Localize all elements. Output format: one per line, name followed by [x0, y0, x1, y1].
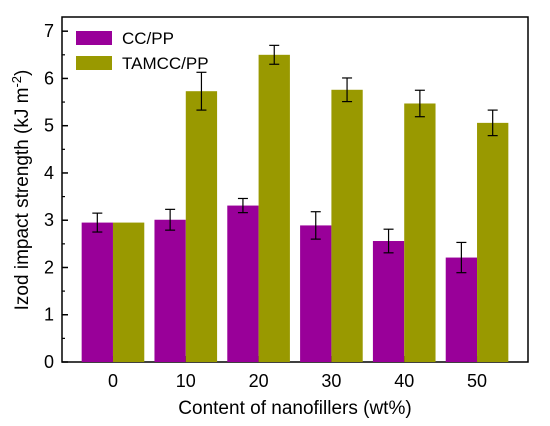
bar-tamcc-pp-30 — [331, 89, 363, 362]
y-tick-label: 4 — [44, 163, 54, 183]
legend-swatch-tamcc-pp — [76, 56, 112, 70]
bar-tamcc-pp-0 — [112, 222, 145, 362]
error-bars — [92, 44, 498, 274]
x-axis-title: Content of nanofillers (wt%) — [178, 398, 411, 419]
legend-label-cc-pp: CC/PP — [122, 29, 174, 48]
legend-label-tamcc-pp: TAMCC/PP — [122, 54, 209, 73]
y-tick-label: 1 — [44, 305, 54, 325]
bar-cc-pp-20 — [227, 205, 259, 362]
y-tick-label: 5 — [44, 116, 54, 136]
x-tick-label: 30 — [321, 371, 341, 391]
legend-swatch-cc-pp — [76, 31, 112, 45]
bar-tamcc-pp-10 — [185, 91, 218, 362]
y-tick-label: 0 — [44, 352, 54, 372]
x-tick-label: 0 — [108, 371, 118, 391]
legend: CC/PP TAMCC/PP — [76, 29, 209, 73]
bar-cc-pp-30 — [300, 225, 332, 362]
y-axis-title-main: Izod impact strength (kJ m — [12, 88, 33, 311]
bar-cc-pp-10 — [154, 219, 186, 362]
bars — [81, 54, 509, 363]
x-tick-label: 10 — [176, 371, 196, 391]
x-tick-label: 50 — [467, 371, 487, 391]
plot-frame — [61, 16, 529, 363]
bar-tamcc-pp-40 — [404, 103, 436, 362]
x-tick-label: 40 — [394, 371, 414, 391]
bar-cc-pp-0 — [81, 222, 113, 362]
y-axis-title-superscript: -2 — [9, 76, 24, 88]
bar-cc-pp-40 — [372, 241, 405, 362]
y-tick-label: 2 — [44, 257, 54, 277]
y-axis-title-close: ) — [12, 70, 33, 76]
bar-tamcc-pp-20 — [258, 54, 290, 362]
y-axis-title: Izod impact strength (kJ m-2) — [9, 70, 33, 311]
y-tick-label: 3 — [44, 210, 54, 230]
bar-cc-pp-50 — [445, 257, 478, 362]
y-tick-label: 6 — [44, 68, 54, 88]
y-tick-label: 7 — [44, 21, 54, 41]
x-tick-label: 20 — [249, 371, 269, 391]
axis-ticks: 0 1 2 3 4 5 6 7 0 10 20 30 40 50 — [44, 21, 487, 391]
bar-tamcc-pp-50 — [477, 122, 509, 363]
